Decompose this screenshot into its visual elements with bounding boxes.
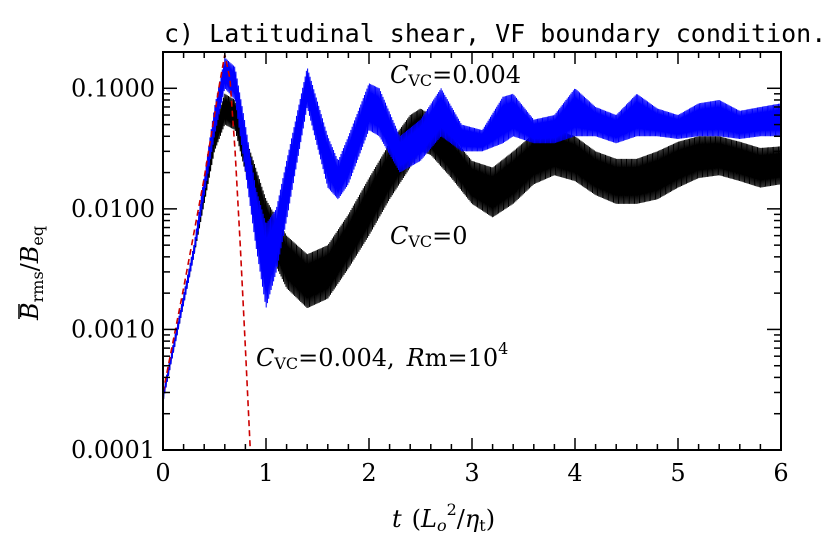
annotation-red: CVC=0.004, Rm=104 <box>256 339 508 373</box>
x-tick-label: 3 <box>464 459 479 487</box>
series-0-line <box>163 93 781 400</box>
y-tick-label: 0.0100 <box>71 195 155 223</box>
annotation-blue: CVC=0.004 <box>390 61 521 90</box>
y-axis-label: Brms/Beq <box>16 226 47 321</box>
annotation-black: CVC=0 <box>390 222 468 251</box>
x-tick-label: 5 <box>670 459 685 487</box>
chart-title: c) Latitudinal shear, VF boundary condit… <box>164 19 826 48</box>
x-tick-label: 1 <box>258 459 273 487</box>
series-layer <box>163 54 781 450</box>
x-axis-label: t (Lo2/ηt) <box>392 500 495 535</box>
ticks-layer: 0 1 2 3 4 5 6 0.0001 0.0010 0.0100 0.1000 <box>71 51 789 487</box>
x-tick-label: 2 <box>361 459 376 487</box>
series-1-line <box>163 57 781 400</box>
y-tick-label: 0.0001 <box>71 436 155 464</box>
y-tick-label: 0.1000 <box>71 74 155 102</box>
x-tick-label: 6 <box>773 459 788 487</box>
series-2-line <box>163 54 252 450</box>
x-tick-label: 0 <box>155 459 170 487</box>
y-tick-label: 0.0010 <box>71 315 155 343</box>
x-tick-label: 4 <box>567 459 582 487</box>
